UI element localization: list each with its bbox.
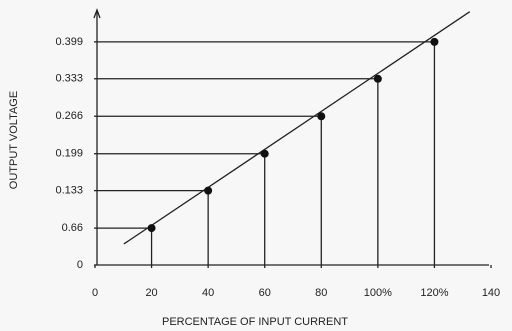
x-tick-label: 100%: [364, 287, 392, 299]
trend-line: [123, 11, 471, 245]
y-tick-label: 0.66: [62, 222, 83, 234]
y-tick-label: 0.399: [55, 36, 83, 48]
x-tick-label: 120%: [420, 287, 448, 299]
y-tick-label: 0: [77, 259, 83, 271]
y-tick-label: 0.333: [55, 73, 83, 85]
y-axis-label: OUTPUT VOLTAGE: [8, 91, 20, 189]
point: [147, 224, 156, 233]
point: [373, 74, 382, 83]
point: [260, 149, 269, 158]
y-tick-label: 0.133: [55, 185, 83, 197]
y-tick-label: 0.199: [55, 148, 83, 160]
x-tick-label: 20: [145, 287, 157, 299]
y-tick-label: 0.266: [55, 110, 83, 122]
x-tick-label: 80: [315, 287, 327, 299]
x-tick-label: 40: [202, 287, 214, 299]
x-tick-label: 140: [482, 287, 500, 299]
point: [204, 186, 213, 195]
x-tick-label: 60: [259, 287, 271, 299]
x-tick-label: 0: [92, 287, 98, 299]
y-axis-arrow: [93, 8, 101, 19]
x-axis-label: PERCENTAGE OF INPUT CURRENT: [162, 316, 348, 328]
point: [317, 112, 326, 121]
point: [430, 37, 439, 46]
